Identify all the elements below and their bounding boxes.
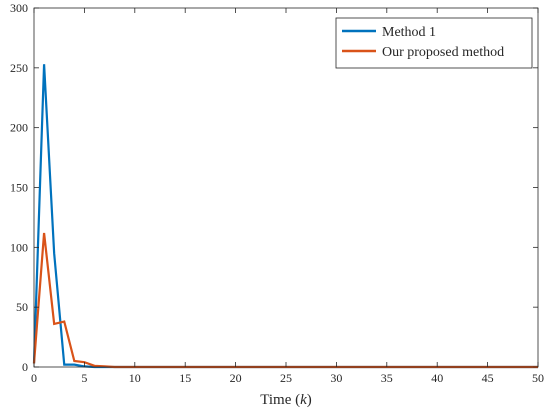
x-tick-label: 0 [31,371,37,385]
x-tick-label: 45 [482,371,494,385]
y-tick-label: 0 [22,360,28,374]
y-tick-label: 150 [10,181,28,195]
x-tick-label: 15 [179,371,191,385]
x-tick-label: 5 [81,371,87,385]
series-line-1 [32,64,538,369]
y-tick-label: 200 [10,121,28,135]
series-line-2 [32,232,538,369]
series-layer [32,64,538,369]
x-tick-label: 20 [230,371,242,385]
y-tick-label: 100 [10,240,28,254]
x-tick-label: 25 [280,371,292,385]
x-axis-label: Time (k) [260,392,312,408]
x-tick-label: 40 [431,371,443,385]
legend-box [335,17,533,69]
legend: Method 1 Our proposed method [335,17,533,69]
x-tick-label: 30 [330,371,342,385]
x-tick-label: 10 [129,371,141,385]
legend-label-1: Method 1 [382,25,436,40]
axes-layer: 0 5 10 15 20 25 30 35 40 45 50 0 50 100 150 200 250 300 Ti… [10,1,544,408]
y-tick-label: 300 [10,1,28,15]
y-tick-label: 50 [16,300,28,314]
legend-label-2: Our proposed method [382,45,504,60]
x-tick-label: 35 [381,371,393,385]
x-tick-label: 50 [532,371,544,385]
y-tick-label: 250 [10,61,28,75]
